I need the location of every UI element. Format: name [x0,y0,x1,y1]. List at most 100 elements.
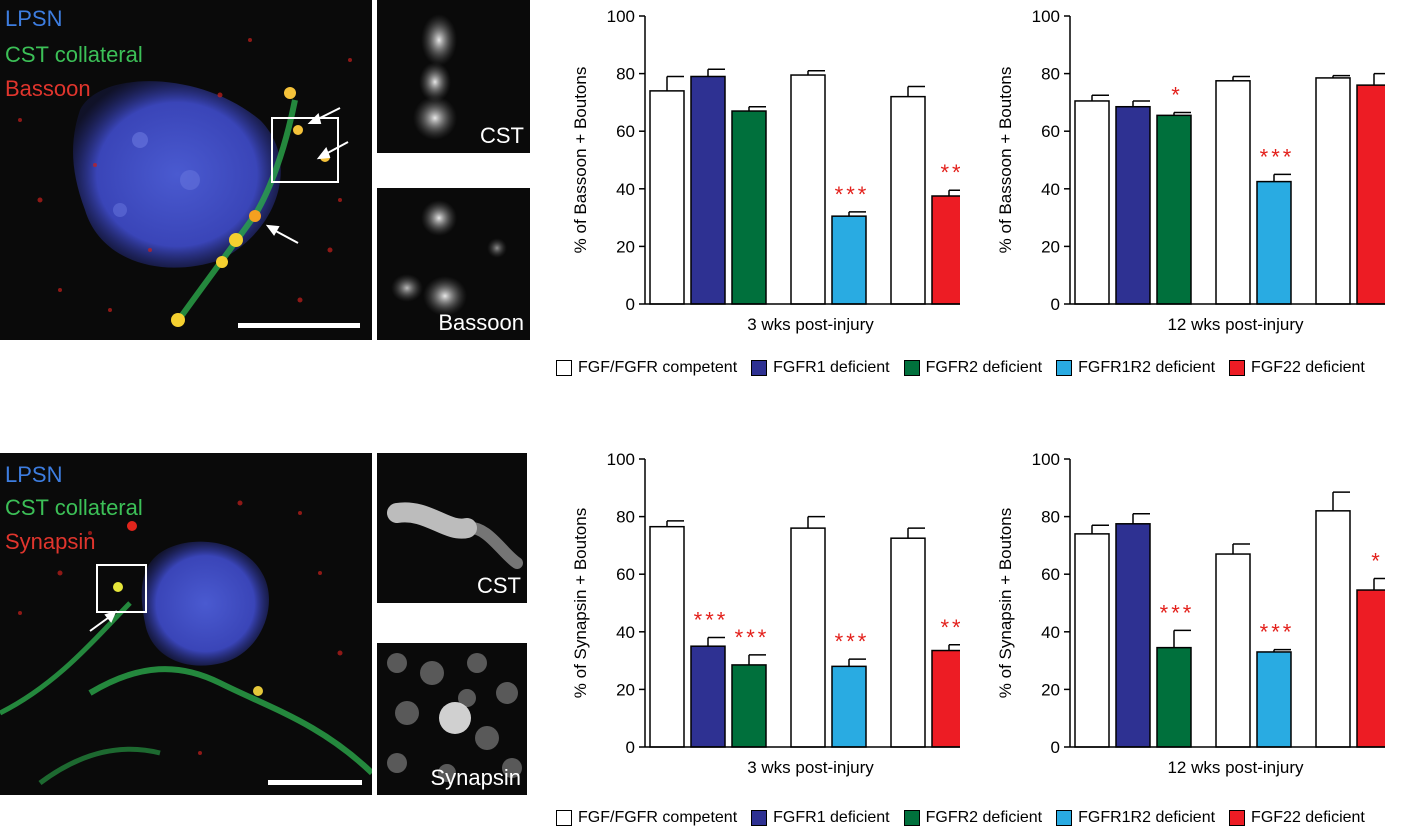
bar [731,110,767,305]
label-lpsn: LPSN [5,6,63,31]
x-axis-label: 12 wks post-injury [1167,758,1304,777]
inset-bassoon: Bassoon [377,188,530,340]
y-tick-label: 20 [616,237,635,256]
legend-label: FGF/FGFR competent [578,809,738,826]
x-axis-label: 3 wks post-injury [747,758,874,777]
y-axis-label: % of Bassoon + Boutons [571,67,590,254]
y-tick-label: 0 [1051,295,1060,314]
legend-swatch [556,360,572,376]
x-axis-label: 12 wks post-injury [1167,315,1304,334]
significance-marker: *** [1260,144,1295,169]
label-cst-collateral: CST collateral [5,495,143,520]
y-tick-label: 60 [1041,565,1060,584]
y-tick-label: 60 [616,565,635,584]
inset-cst-bottom-image [387,502,523,569]
bar [690,645,726,748]
y-axis-label: % of Synapsin + Boutons [996,508,1015,698]
bar [890,95,926,305]
inset-bassoon-image [391,200,507,316]
micrograph-synapsin: LPSN CST collateral Synapsin [0,453,372,795]
bar [831,215,867,305]
label-bassoon: Bassoon [5,76,91,101]
bar [1156,114,1192,305]
bar [1156,646,1192,748]
legend-item: FGFR1R2 deficient [1056,809,1215,827]
legend-item: FGFR1 deficient [751,359,890,377]
inset-label-cst-top: CST [480,123,524,148]
x-axis-label: 3 wks post-injury [747,315,874,334]
legend-item: FGF22 deficient [1229,809,1365,827]
inset-label-cst-bottom: CST [477,573,521,598]
bar [1315,510,1351,748]
legend-swatch [1056,810,1073,826]
inset-cst-top-image [413,14,457,140]
bar [831,665,867,748]
bar [931,649,960,748]
legend-item: FGF22 deficient [1229,359,1365,377]
y-tick-label: 0 [626,738,635,757]
bar [890,537,926,748]
bar [1356,84,1385,305]
bar [731,664,767,748]
legend-swatch [1229,360,1246,376]
y-tick-label: 80 [1041,508,1060,527]
micrograph-synapsin-image [0,500,372,786]
legend-label: FGF/FGFR competent [578,359,738,376]
legend-item: FGFR2 deficient [903,809,1043,827]
y-tick-label: 80 [616,508,635,527]
significance-marker: * [1171,82,1183,107]
significance-marker: *** [694,608,729,633]
significance-marker: * [1371,549,1383,574]
inset-label-synapsin: Synapsin [430,765,521,790]
bar [931,195,960,305]
legend-top: FGF/FGFR competent FGFR1 deficient FGFR2 d… [556,359,1379,377]
significance-marker: *** [735,625,770,650]
legend-bottom: FGF/FGFR competent FGFR1 deficient FGFR2 d… [556,809,1379,827]
y-tick-label: 100 [607,7,635,26]
significance-marker: ** [940,160,960,185]
inset-synapsin: Synapsin [377,643,527,795]
y-tick-label: 20 [616,680,635,699]
label-lpsn: LPSN [5,462,63,487]
y-tick-label: 40 [616,180,635,199]
y-tick-label: 20 [1041,237,1060,256]
significance-marker: *** [835,182,870,207]
bar [1315,77,1351,305]
legend-item: FGF/FGFR competent [556,359,737,377]
bar [1074,100,1110,305]
y-tick-label: 100 [1032,7,1060,26]
y-tick-label: 40 [616,623,635,642]
micrograph-bassoon-image [18,38,360,328]
y-tick-label: 20 [1041,680,1060,699]
y-tick-label: 60 [1041,122,1060,141]
legend-label: FGFR2 deficient [925,359,1043,376]
label-cst-collateral: CST collateral [5,42,143,67]
bar [790,74,826,305]
inset-synapsin-image [387,653,522,782]
y-axis-label: % of Bassoon + Boutons [996,67,1015,254]
bar [1256,180,1292,305]
legend-label: FGFR1 deficient [773,359,890,376]
y-tick-label: 0 [1051,738,1060,757]
y-axis-label: % of Synapsin + Boutons [571,508,590,698]
y-tick-label: 40 [1041,623,1060,642]
bar [649,525,685,748]
significance-marker: *** [835,629,870,654]
bar [1256,651,1292,748]
inset-cst-top: CST [377,0,530,153]
bar [1356,589,1385,748]
y-tick-label: 80 [1041,65,1060,84]
micrograph-bassoon: LPSN CST collateral Bassoon [0,0,372,340]
legend-item: FGFR2 deficient [903,359,1043,377]
y-tick-label: 60 [616,122,635,141]
bar [1215,80,1251,305]
bar [690,75,726,305]
legend-swatch [556,810,572,826]
bar [1215,553,1251,748]
inset-cst-bottom: CST [377,453,527,603]
legend-label: FGFR2 deficient [925,809,1043,826]
legend-swatch [1056,360,1073,376]
inset-label-bassoon: Bassoon [438,310,524,335]
